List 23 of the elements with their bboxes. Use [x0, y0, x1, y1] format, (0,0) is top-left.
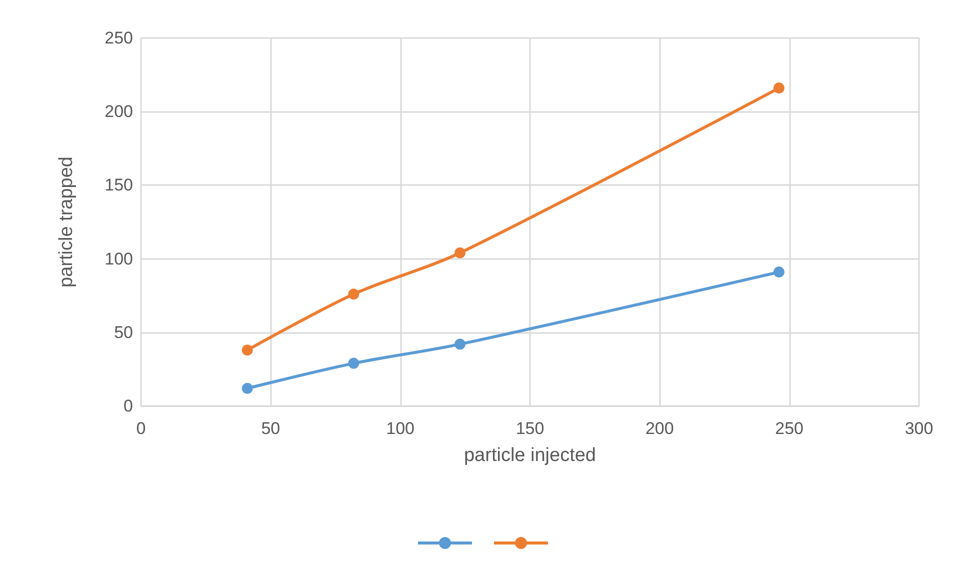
point [242, 382, 253, 394]
x-tick-label: 200 [645, 419, 674, 438]
x-axis-title: particle injected [464, 445, 596, 466]
point [348, 358, 360, 369]
x-tick-label: 0 [136, 419, 146, 438]
x-tick-label: 150 [516, 419, 544, 438]
point [348, 288, 360, 300]
y-tick-label: 0 [124, 396, 133, 416]
x-tick-label: 300 [904, 419, 934, 438]
x-tick-label: 50 [261, 419, 280, 438]
point [242, 344, 253, 356]
y-tick-label: 150 [104, 176, 133, 195]
point [773, 82, 784, 94]
point [454, 338, 466, 350]
y-tick-label: 100 [104, 249, 133, 268]
x-tick-label: 100 [386, 419, 415, 438]
y-tick-label: 250 [104, 28, 133, 48]
x-tick-label: 250 [775, 419, 804, 438]
point [773, 266, 784, 278]
y-tick-label: 50 [114, 322, 133, 342]
point [454, 247, 466, 258]
y-axis-title: particle trapped [56, 156, 77, 288]
y-tick-label: 200 [104, 102, 133, 122]
